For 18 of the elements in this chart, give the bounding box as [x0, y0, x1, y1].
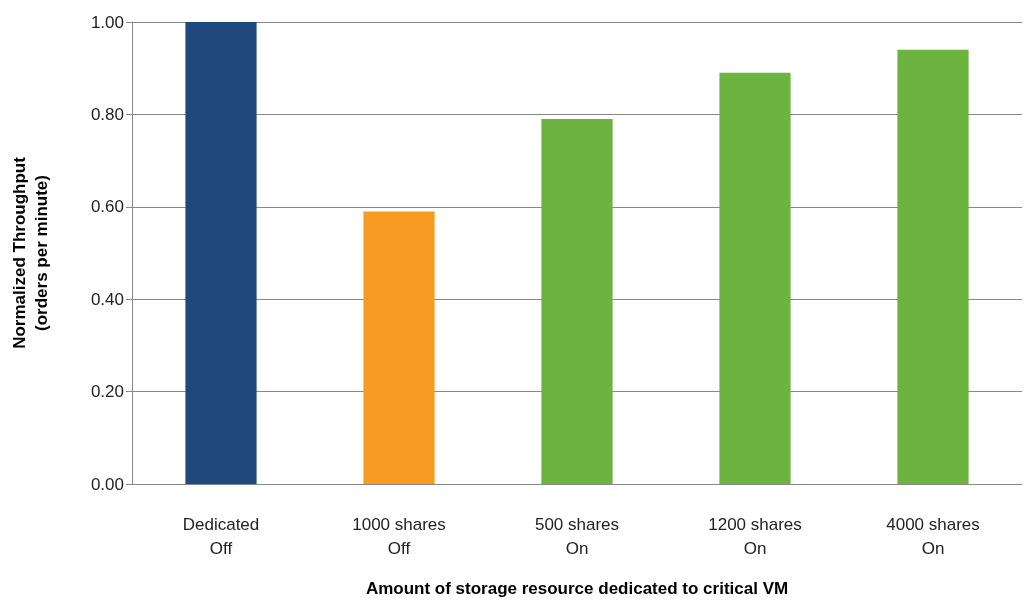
y-tick-label: 0.80 [90, 104, 124, 124]
y-tick-label: 0.20 [90, 382, 124, 402]
x-tick-label: 4000 shares On [886, 514, 980, 558]
x-tick-label: Dedicated Off [182, 514, 260, 558]
y-tick-label: 0.40 [90, 289, 124, 309]
y-tick-label: 0.00 [90, 474, 124, 494]
bar [897, 49, 969, 484]
y-axis-title: Normalized Throughput (orders per minute) [9, 156, 51, 349]
x-axis-title: Amount of storage resource dedicated to critical VM [365, 579, 789, 598]
y-tick-label: 0.60 [90, 197, 124, 217]
x-tick-label: 1000 shares Off [352, 514, 446, 558]
y-tick-label: 1.00 [90, 12, 124, 32]
bar [541, 119, 613, 484]
x-tick-label: 500 shares On [534, 514, 620, 558]
x-tick-label: 1200 shares On [708, 514, 802, 558]
bar [363, 211, 435, 484]
bar [185, 22, 257, 484]
bar [719, 72, 791, 484]
